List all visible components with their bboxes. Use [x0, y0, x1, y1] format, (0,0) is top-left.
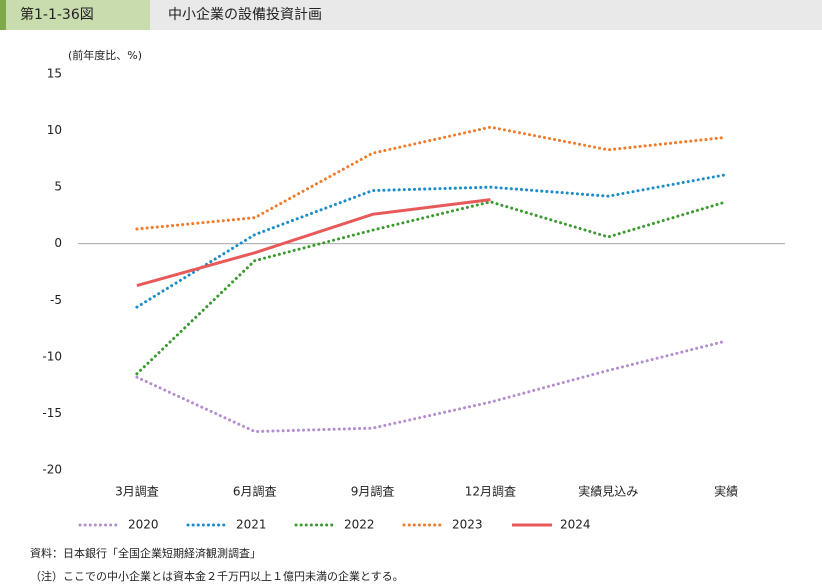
- y-tick-label: -10: [42, 349, 62, 363]
- series-line: [135, 200, 728, 376]
- x-tick-label: 12月調査: [465, 485, 516, 499]
- y-tick-label: 5: [54, 180, 62, 194]
- figure-number: 第1-1-36図: [20, 6, 94, 23]
- note: （注）ここでの中小企業とは資本金２千万円以上１億円未満の企業とする。: [30, 569, 404, 583]
- x-tick-label: 9月調査: [351, 485, 395, 499]
- x-tick-label: 実績見込み: [578, 484, 638, 499]
- y-tick-label: -20: [42, 463, 62, 477]
- legend-label: 2023: [452, 518, 483, 532]
- legend-label: 2021: [236, 518, 267, 532]
- chart-title: 中小企業の設備投資計画: [168, 6, 322, 23]
- y-tick-label: 0: [54, 236, 62, 250]
- series-line: [135, 339, 728, 434]
- legend-label: 2022: [344, 518, 375, 532]
- note: 資料：日本銀行「全国企業短期経済観測調査」: [30, 546, 261, 560]
- figure-number-box: [0, 0, 150, 30]
- y-tick-label: 15: [47, 67, 62, 81]
- series-line: [135, 125, 728, 231]
- y-tick-label: -15: [42, 406, 62, 420]
- series-line: [135, 173, 728, 309]
- legend-label: 2020: [128, 518, 159, 532]
- header-accent: [0, 0, 6, 30]
- y-axis-label: (前年度比、%): [68, 48, 142, 62]
- legend-label: 2024: [560, 518, 591, 532]
- y-tick-label: 10: [47, 123, 62, 137]
- y-tick-label: -5: [50, 293, 62, 307]
- x-tick-label: 3月調査: [115, 485, 159, 499]
- x-tick-label: 実績: [714, 484, 738, 499]
- series-line: [136, 198, 491, 288]
- x-tick-label: 6月調査: [233, 485, 277, 499]
